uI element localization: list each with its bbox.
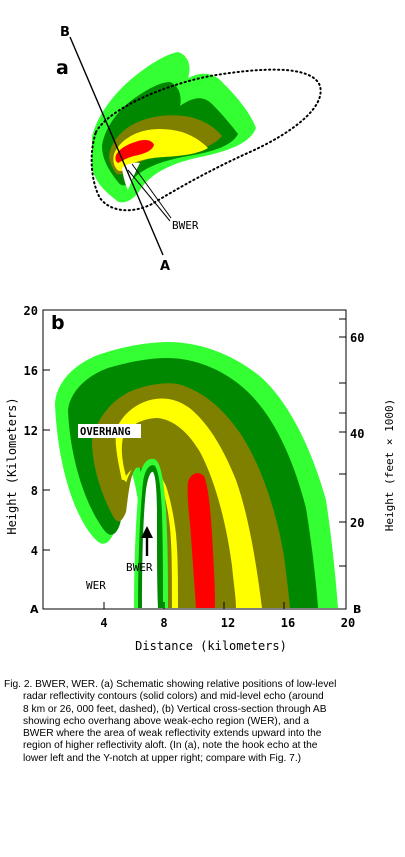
panel-b-bottom-tick-20: 20 [341, 616, 355, 630]
panel-b-wer-label: WER [86, 579, 106, 592]
panel-b-corner-b: B [353, 603, 361, 616]
panel-b-bwer-label: BWER [126, 561, 153, 574]
panel-a-bwer-label: BWER [172, 219, 199, 232]
panel-b-left-ticks [43, 309, 50, 551]
panel-b-bottom-ticks [103, 602, 285, 609]
panel-b-left-tick-8: 8 [31, 484, 38, 498]
panel-b-bottom-tick-12: 12 [221, 616, 235, 630]
panel-b-right-ticks [339, 318, 346, 567]
caption-line: region of higher reflectivity aloft. (In… [23, 740, 318, 752]
panel-a-bwer-leader-2 [131, 163, 172, 219]
panel-a-label: a [56, 57, 69, 79]
panel-b-left-tick-20: 20 [24, 304, 38, 318]
panel-a-contour-yellow [113, 129, 208, 171]
panel-b-frame [42, 309, 347, 610]
panel-b-right-tick-60: 60 [350, 331, 364, 345]
panel-b-bottom-tick-4: 4 [100, 616, 107, 630]
panel-a: a B A BWER [56, 25, 322, 274]
panel-b-left-axis-title: Height (Kilometers) [5, 397, 19, 534]
panel-b-bottom-axis-title: Distance (kilometers) [135, 639, 287, 653]
panel-a-contour-red [115, 140, 154, 163]
panel-b-overhang-label: OVERHANG [80, 426, 131, 438]
panel-b-left-tick-4: 4 [31, 544, 38, 558]
panel-b-overhang-label-bg [78, 424, 141, 438]
panel-b-layer-red [187, 473, 215, 608]
panel-a-endpoint-b: B [60, 25, 70, 40]
panel-b-bwer-arrow-icon [141, 526, 153, 556]
caption-line: showing echo overhang above weak-echo re… [23, 715, 309, 727]
panel-b-bottom-tick-8: 8 [160, 616, 167, 630]
panel-b-bottom-tick-16: 16 [281, 616, 295, 630]
panel-b-right-tick-40: 40 [350, 427, 364, 441]
panel-b-right-tick-20: 20 [350, 516, 364, 530]
panel-b-left-tick-16: 16 [24, 364, 38, 378]
caption-line: radar reflectivity contours (solid color… [23, 691, 324, 703]
panel-a-endpoint-a: A [160, 259, 170, 274]
panel-b-right-axis-title: Height (feet × 1000) [383, 399, 396, 531]
figure-canvas: a B A BWER [5, 25, 396, 653]
panel-b-bwer-notch [142, 471, 158, 608]
figure-caption: Fig. 2. BWER, WER. (a) Schematic showing… [4, 679, 402, 765]
panel-b-corner-a: A [30, 603, 39, 616]
panel-a-bwer-leader-1 [127, 169, 171, 222]
panel-a-ab-line [69, 36, 164, 256]
panel-b-label: b [51, 312, 65, 334]
panel-b-olive-blob [117, 479, 128, 500]
panel-b-left-tick-12: 12 [24, 424, 38, 438]
caption-line: Fig. 2. BWER, WER. (a) Schematic showing… [4, 679, 337, 690]
caption-line: BWER where the area of weak reflectivity… [23, 728, 322, 740]
caption-line: 8 km or 26, 000 feet, dashed), (b) Verti… [23, 703, 327, 715]
panel-a-midlevel-echo-outline [90, 68, 322, 212]
panel-b: 20 16 12 8 4 4 8 12 16 20 60 40 20 [5, 304, 396, 653]
caption-line: lower left and the Y-notch at upper righ… [23, 752, 302, 764]
